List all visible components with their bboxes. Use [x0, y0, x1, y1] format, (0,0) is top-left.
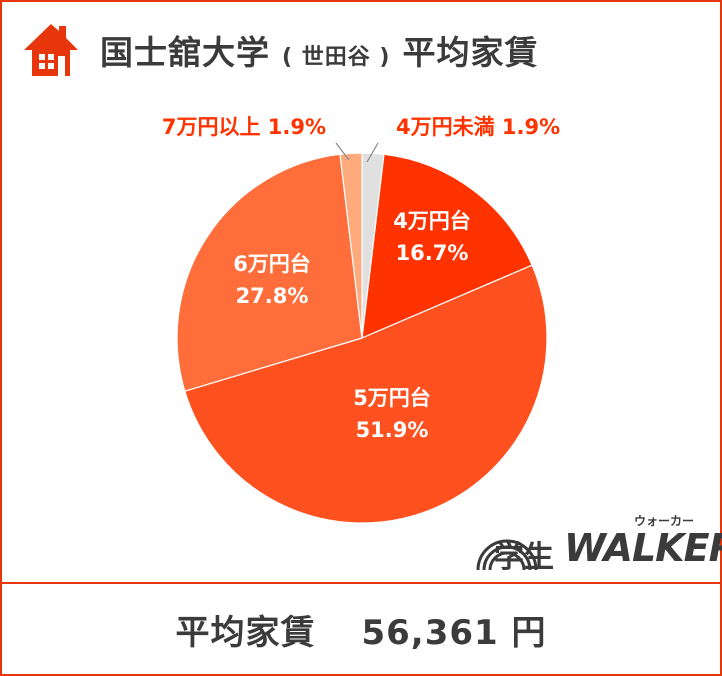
logo-kanji: 学生	[494, 540, 554, 575]
leader-line-5	[335, 142, 350, 161]
slice-category-2: 4万円台	[393, 209, 471, 233]
title-university: 国士舘大学	[100, 33, 270, 72]
logo-name: WALKER	[564, 526, 722, 570]
house-icon	[24, 24, 78, 76]
slice-label-1: 4万円未満 1.9%	[396, 115, 560, 139]
footer: 平均家賃 56,361 円	[0, 584, 722, 674]
slice-category-3: 5万円台	[353, 386, 431, 410]
leader-line-1	[366, 142, 379, 163]
logo-kana: ウォーカー	[634, 514, 695, 528]
pie-slice-3	[184, 264, 548, 524]
gakusei-walker-logo: 学生 WALKER ウォーカー	[474, 512, 722, 575]
slice-percent-4: 27.8%	[236, 284, 309, 308]
average-rent-amount: 56,361 円	[361, 612, 547, 653]
title-campus: ( 世田谷 )	[282, 45, 391, 70]
title-suffix: 平均家賃	[402, 33, 539, 72]
slice-label-5: 7万円以上 1.9%	[162, 115, 326, 139]
slice-percent-3: 51.9%	[356, 418, 429, 442]
average-rent-label: 平均家賃	[175, 612, 316, 653]
header: 国士舘大学 ( 世田谷 ) 平均家賃	[22, 18, 702, 82]
pie-slice-2	[361, 153, 533, 339]
slice-category-4: 6万円台	[233, 252, 311, 276]
pie-slice-5	[339, 152, 363, 339]
pie-slice-4	[176, 153, 363, 392]
logo-rings-icon	[476, 539, 538, 571]
page-title: 国士舘大学 ( 世田谷 ) 平均家賃	[100, 26, 538, 74]
footer-divider	[0, 582, 722, 584]
slice-percent-2: 16.7%	[396, 241, 469, 265]
